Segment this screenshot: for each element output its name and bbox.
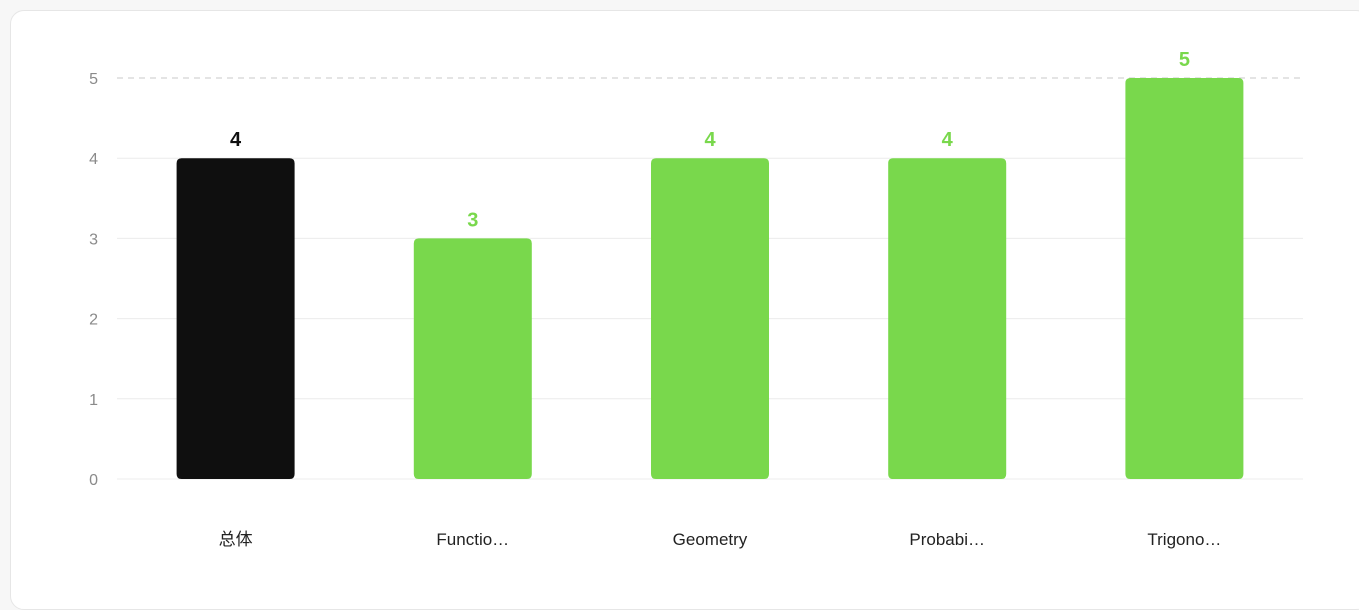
x-category-label: Geometry (673, 530, 748, 549)
bar[interactable] (651, 158, 769, 479)
bar-overall[interactable] (176, 158, 295, 479)
bar[interactable] (888, 158, 1007, 479)
bar[interactable] (1125, 78, 1244, 479)
bar-chart: 0 1 2 3 4 5 4 总体 3 Functio… 4 Geometry 4 Probabi… 5 Tri… (89, 49, 1303, 549)
bar-value-label: 5 (1179, 49, 1190, 71)
bar[interactable] (413, 238, 532, 479)
y-tick-label: 1 (89, 392, 98, 409)
y-tick-label: 4 (89, 151, 98, 168)
x-category-label: Trigono… (1147, 530, 1221, 549)
y-tick-label: 5 (89, 71, 98, 88)
bar-value-label: 4 (704, 129, 716, 151)
chart-card: 0 1 2 3 4 5 4 总体 3 Functio… 4 Geometry 4 Probabi… 5 Tri… (10, 10, 1359, 610)
y-tick-label: 2 (89, 312, 98, 329)
y-tick-label: 3 (89, 231, 98, 248)
bar-value-label: 3 (467, 209, 478, 231)
y-tick-label: 0 (89, 472, 98, 489)
x-category-label: Functio… (436, 530, 509, 549)
x-category-label: 总体 (219, 530, 253, 549)
x-category-label: Probabi… (909, 530, 985, 549)
bar-value-label: 4 (942, 129, 954, 151)
bar-value-label: 4 (230, 129, 242, 151)
